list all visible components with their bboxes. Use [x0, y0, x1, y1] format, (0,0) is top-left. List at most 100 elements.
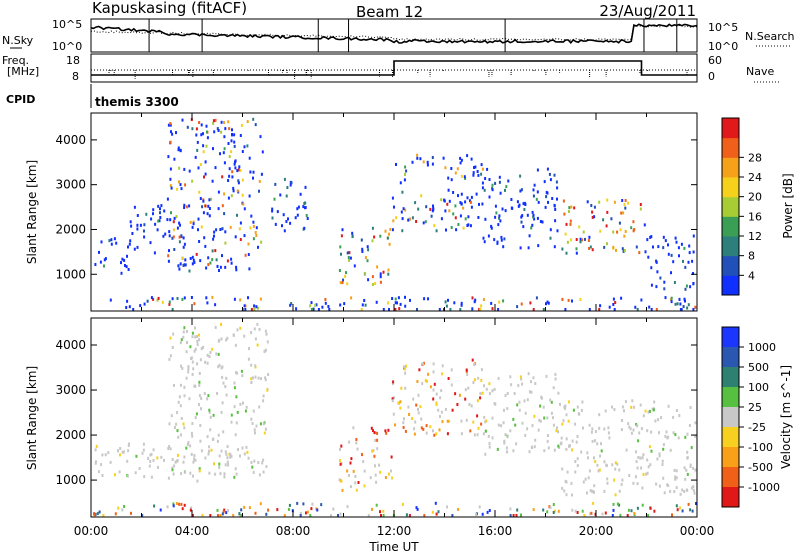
echo-cell	[685, 488, 688, 492]
echo-cell	[577, 412, 580, 416]
echo-cell	[480, 368, 483, 372]
echo-cell	[401, 229, 404, 233]
echo-cell	[405, 513, 408, 517]
echo-cell	[648, 445, 651, 449]
echo-cell	[620, 296, 623, 300]
echo-cell	[457, 223, 460, 226]
echo-cell	[561, 486, 564, 490]
echo-cell	[460, 419, 463, 423]
echo-cell	[208, 471, 211, 475]
echo-cell	[312, 307, 315, 311]
echo-cell	[643, 223, 646, 227]
echo-cell	[582, 480, 585, 484]
echo-cell	[258, 327, 261, 331]
echo-cell	[212, 119, 215, 123]
echo-cell	[178, 235, 181, 239]
echo-cell	[524, 433, 527, 437]
echo-cell	[230, 139, 233, 143]
echo-cell	[374, 464, 376, 468]
echo-cell	[173, 464, 176, 468]
echo-cell	[198, 380, 201, 384]
echo-cell	[545, 302, 547, 306]
echo-cell	[620, 428, 623, 432]
echo-cell	[222, 430, 225, 434]
echo-cell	[373, 454, 376, 458]
echo-cell	[447, 176, 450, 180]
echo-cell	[232, 333, 235, 337]
echo-cell	[550, 400, 553, 404]
echo-cell	[184, 258, 187, 262]
echo-cell	[118, 470, 121, 474]
echo-cell	[294, 216, 297, 220]
echo-cell	[532, 188, 535, 192]
echo-cell	[555, 429, 558, 433]
echo-cell	[502, 421, 505, 425]
echo-cell	[437, 510, 440, 514]
echo-cell	[196, 140, 199, 144]
echo-cell	[255, 305, 258, 309]
echo-cell	[491, 389, 494, 393]
echo-cell	[394, 297, 397, 301]
echo-cell	[596, 463, 599, 467]
echo-cell	[627, 422, 630, 426]
y-tick-label: 3000	[55, 383, 86, 397]
echo-cell	[394, 308, 397, 311]
echo-cell	[512, 514, 515, 517]
echo-cell	[549, 178, 552, 182]
echo-cell	[396, 301, 398, 305]
echo-cell	[392, 380, 395, 384]
echo-cell	[443, 198, 446, 202]
nave-label: Nave	[746, 65, 774, 78]
echo-cell	[361, 250, 364, 253]
echo-cell	[219, 152, 221, 156]
echo-cell	[422, 361, 425, 365]
echo-cell	[223, 147, 226, 151]
echo-cell	[454, 204, 457, 208]
echo-cell	[565, 447, 568, 451]
echo-cell	[624, 230, 627, 233]
echo-cell	[568, 206, 571, 210]
echo-cell	[236, 410, 239, 414]
echo-cell	[104, 453, 107, 457]
echo-cell	[153, 251, 156, 255]
echo-cell	[178, 180, 180, 184]
echo-cell	[499, 219, 502, 223]
echo-cell	[243, 304, 246, 308]
echo-cell	[304, 206, 306, 210]
echo-cell	[258, 179, 261, 183]
echo-cell	[441, 420, 444, 424]
echo-cell	[134, 471, 137, 475]
echo-cell	[491, 307, 494, 311]
freq-tick-high: 18	[66, 54, 80, 67]
echo-cell	[510, 206, 513, 210]
echo-cell	[520, 188, 523, 192]
echo-cell	[239, 169, 242, 172]
echo-cell	[477, 376, 480, 380]
echo-cell	[602, 218, 605, 222]
echo-cell	[382, 308, 385, 311]
echo-cell	[206, 301, 209, 305]
echo-cell	[199, 424, 202, 427]
echo-cell	[429, 385, 432, 389]
echo-cell	[494, 215, 497, 219]
echo-cell	[546, 191, 549, 195]
echo-cell	[198, 190, 201, 194]
echo-cell	[622, 249, 625, 253]
echo-cell	[463, 175, 466, 179]
echo-cell	[340, 252, 342, 256]
echo-cell	[172, 472, 175, 476]
echo-cell	[191, 179, 194, 183]
echo-cell	[521, 382, 524, 386]
echo-cell	[230, 257, 233, 261]
n-sky-label: N.Sky	[2, 34, 34, 47]
echo-cell	[476, 433, 479, 437]
echo-cell	[203, 175, 205, 179]
echo-cell	[226, 456, 229, 460]
echo-cell	[183, 167, 186, 171]
echo-cell	[506, 450, 508, 454]
echo-cell	[184, 183, 187, 187]
echo-cell	[553, 448, 556, 452]
echo-cell	[454, 216, 457, 220]
echo-cell	[110, 242, 113, 246]
